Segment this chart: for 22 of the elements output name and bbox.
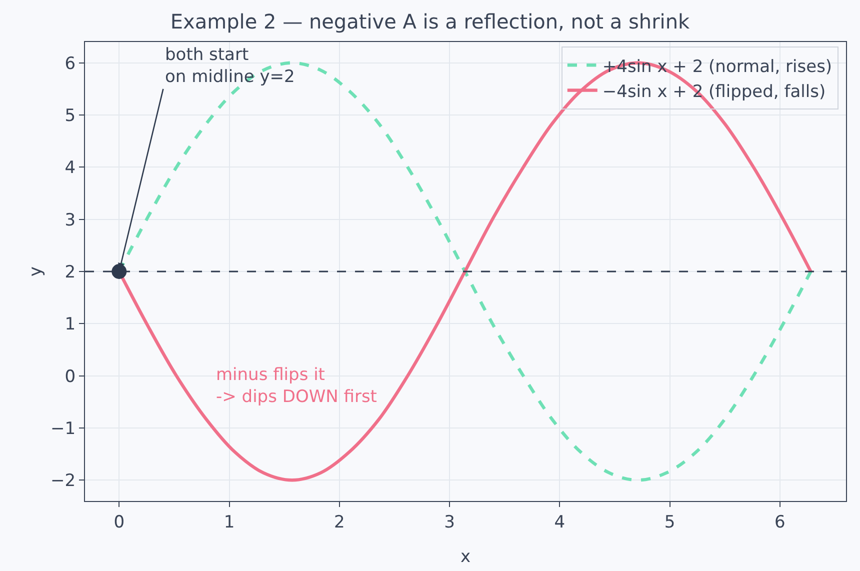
y-tick-label: 3 [64,210,76,230]
x-tick-label: 5 [664,512,676,532]
annotation: both start on midline y=2 [165,45,295,88]
x-tick-label: 6 [774,512,786,532]
y-tick-label: 1 [64,314,76,335]
x-tick-label: 3 [444,512,455,532]
x-tick-label: 4 [554,512,566,532]
y-tick-label: −2 [50,471,76,492]
x-tick-label: 1 [224,512,235,532]
y-tick-label: 5 [64,106,76,126]
y-tick-label: 4 [64,158,76,178]
y-tick-label: −1 [50,418,76,439]
annotation: minus flips it -> dips DOWN first [216,365,378,408]
x-tick-label: 2 [334,512,345,532]
legend-label: −4sin x + 2 (flipped, falls) [602,82,826,102]
y-tick-label: 0 [64,366,76,387]
x-tick-label: 0 [114,512,125,532]
y-tick-label: 6 [64,54,76,74]
chart-title: Example 2 — negative A is a reflection, not a shrink [170,9,690,34]
y-tick-label: 2 [64,262,76,282]
x-axis-title: x [460,547,471,567]
y-axis-title: y [26,266,46,277]
